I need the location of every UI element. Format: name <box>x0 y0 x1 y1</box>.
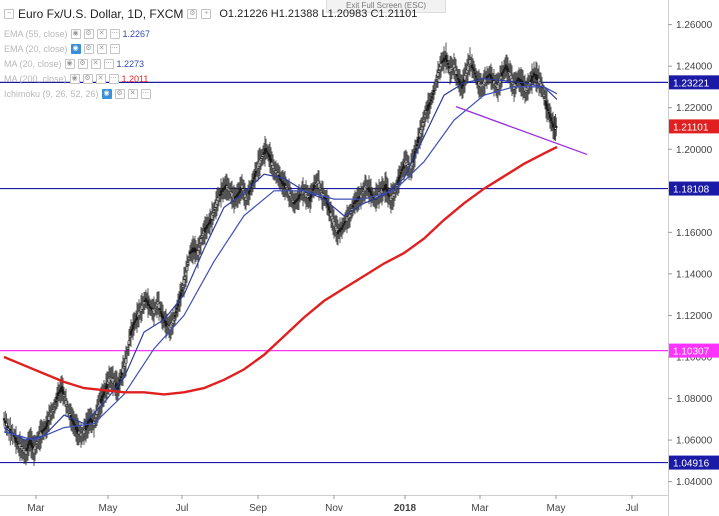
indicator-value: 1.2011 <box>121 74 149 84</box>
indicator-name: EMA (20, close) <box>4 44 68 54</box>
eye-icon[interactable]: ◉ <box>70 44 81 54</box>
level-price-label: 1.23221 <box>673 78 710 89</box>
indicator-legend-row: EMA (55, close) ◉ ⚙ ✕ ⋯ 1.2267 <box>4 27 150 41</box>
symbol-row: − Euro Fx/U.S. Dollar, 1D, FXCM ⚙ + O1.2… <box>4 6 417 22</box>
collapse-icon[interactable]: − <box>4 9 14 19</box>
indicator-name: Ichimoku (9, 26, 52, 26) <box>4 89 99 99</box>
x-tick-label: May <box>99 503 118 514</box>
settings-icon[interactable]: ⚙ <box>77 59 88 69</box>
y-tick-label: 1.08000 <box>676 394 713 405</box>
candle-body <box>6 426 9 429</box>
y-tick-label: 1.26000 <box>676 20 713 31</box>
candle-body <box>4 420 7 424</box>
eye-icon[interactable]: ◉ <box>69 74 80 84</box>
indicator-name: EMA (55, close) <box>4 29 68 39</box>
indicator-name: MA (200, close) <box>4 74 67 84</box>
level-price-label: 1.18108 <box>673 185 710 196</box>
indicator-value: 1.2267 <box>122 29 151 39</box>
indicator-value: 1.2273 <box>116 59 145 69</box>
ma-line <box>3 77 558 441</box>
more-icon[interactable]: ⋯ <box>109 44 120 54</box>
close-icon[interactable]: ✕ <box>127 89 138 99</box>
more-icon[interactable]: ⋯ <box>109 29 120 39</box>
y-tick-label: 1.12000 <box>676 311 713 322</box>
ma-line <box>3 145 558 396</box>
level-price-label: 1.04916 <box>673 459 710 470</box>
indicator-legend-row: Ichimoku (9, 26, 52, 26) ◉ ⚙ ✕ ⋯ <box>4 87 151 101</box>
more-icon[interactable]: ⋯ <box>108 74 119 84</box>
y-tick-label: 1.16000 <box>676 228 713 239</box>
close-icon[interactable]: ✕ <box>90 59 101 69</box>
more-icon[interactable]: ⋯ <box>103 59 114 69</box>
eye-icon[interactable]: ◉ <box>101 89 112 99</box>
y-tick-label: 1.24000 <box>676 62 713 73</box>
last-price-label: 1.21101 <box>673 122 709 133</box>
close-icon[interactable]: ✕ <box>96 44 107 54</box>
x-tick-label: Sep <box>249 503 267 514</box>
indicator-legend-row: MA (200, close) ◉ ⚙ ✕ ⋯ 1.2011 <box>4 72 148 86</box>
indicator-legend-row: EMA (20, close) ◉ ⚙ ✕ ⋯ <box>4 42 120 56</box>
settings-icon[interactable]: ⚙ <box>114 89 125 99</box>
x-tick-label: Jul <box>626 503 639 514</box>
y-tick-label: 1.20000 <box>676 145 713 156</box>
symbol-title: Euro Fx/U.S. Dollar, 1D, FXCM <box>18 7 184 21</box>
ohlc-values: O1.21226 H1.21388 L1.20983 C1.21101 <box>219 8 418 20</box>
candle-body <box>555 125 558 128</box>
eye-icon[interactable]: ◉ <box>64 59 75 69</box>
x-tick-label: Jul <box>176 503 189 514</box>
more-icon[interactable]: ⋯ <box>140 89 151 99</box>
settings-icon[interactable]: ⚙ <box>83 44 94 54</box>
y-tick-label: 1.04000 <box>676 477 713 488</box>
settings-icon[interactable]: ⚙ <box>82 74 93 84</box>
level-price-tag <box>669 343 719 358</box>
trendline[interactable] <box>455 106 588 156</box>
eye-icon[interactable]: ◉ <box>70 29 81 39</box>
settings-icon[interactable]: ⚙ <box>83 29 94 39</box>
close-icon[interactable]: ✕ <box>95 74 106 84</box>
ma-line <box>3 86 558 441</box>
x-tick-label: Nov <box>325 503 343 514</box>
y-tick-label: 1.22000 <box>676 103 713 114</box>
y-tick-label: 1.06000 <box>676 436 713 447</box>
close-icon[interactable]: ✕ <box>96 29 107 39</box>
level-price-tag <box>669 181 719 196</box>
x-tick-label: May <box>547 503 566 514</box>
y-tick-label: 1.14000 <box>676 269 713 280</box>
candle-body <box>2 418 6 421</box>
level-price-tag <box>669 455 719 470</box>
level-price-tag <box>669 75 719 90</box>
level-price-label: 1.10307 <box>673 347 710 358</box>
last-price-tag <box>669 119 719 134</box>
indicator-legend-row: MA (20, close) ◉ ⚙ ✕ ⋯ 1.2273 <box>4 57 144 71</box>
add-icon[interactable]: + <box>201 9 212 19</box>
settings-icon[interactable]: ⚙ <box>187 9 198 19</box>
x-tick-label: Mar <box>27 503 45 514</box>
x-tick-label: 2018 <box>394 503 417 514</box>
y-tick-label: 1.10000 <box>676 352 713 363</box>
candle-body <box>5 423 8 426</box>
exit-fullscreen-button[interactable]: Exit Full Screen (ESC) <box>326 0 446 13</box>
indicator-name: MA (20, close) <box>4 59 62 69</box>
x-tick-label: Mar <box>471 503 489 514</box>
